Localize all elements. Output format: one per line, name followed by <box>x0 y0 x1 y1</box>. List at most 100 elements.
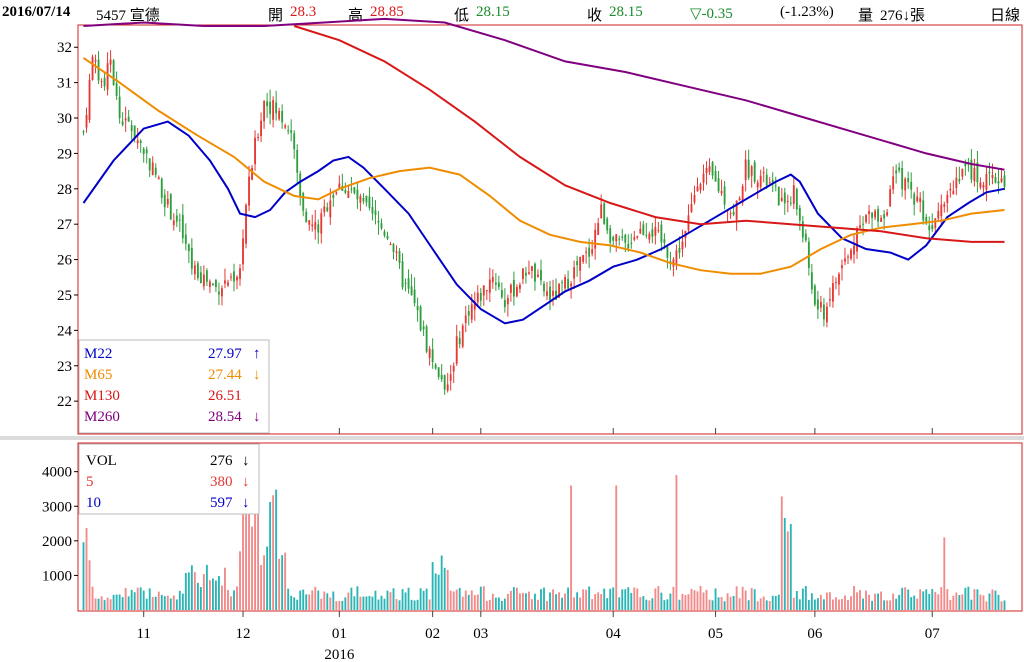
moving-average-lines <box>82 17 1005 325</box>
volume-bar <box>473 595 476 610</box>
volume-bar <box>341 600 344 610</box>
candle-body <box>302 193 305 211</box>
candle-body <box>431 349 434 363</box>
volume-bar <box>934 591 937 610</box>
price-tick-label: 30 <box>57 111 72 127</box>
candle-body <box>272 100 275 120</box>
candle <box>621 228 624 241</box>
candle <box>1003 171 1006 191</box>
volume-bar <box>633 587 636 610</box>
candle-body <box>293 133 296 150</box>
candle-body <box>437 367 440 377</box>
candle <box>476 285 479 306</box>
volume-bar <box>949 599 952 610</box>
volume-bar <box>711 600 714 610</box>
volume-bar <box>112 594 115 610</box>
candle-body <box>786 200 789 202</box>
candle-body <box>859 225 861 228</box>
candle-body <box>329 200 332 218</box>
candle <box>633 230 636 242</box>
volume-bar <box>347 592 350 610</box>
candle <box>660 220 663 252</box>
volume-bar <box>443 567 446 610</box>
candle-body <box>856 228 858 252</box>
volume-bar <box>961 594 964 610</box>
ma-legend-name: M65 <box>84 367 112 383</box>
candle <box>497 275 500 291</box>
volume-bar <box>859 590 861 610</box>
candle <box>175 209 178 227</box>
candle <box>332 191 335 207</box>
volume-bar <box>160 594 163 610</box>
volume-bar <box>479 586 482 610</box>
candle-body <box>85 114 88 128</box>
volume-frame <box>77 442 1023 612</box>
candle <box>853 234 855 264</box>
volume-bar <box>786 531 789 610</box>
candle-body <box>221 288 223 297</box>
candle <box>383 229 386 238</box>
candle-body <box>121 121 124 125</box>
candle <box>449 364 452 391</box>
high-value: 28.85 <box>370 4 404 20</box>
volume-bar <box>272 495 275 610</box>
candle <box>263 100 266 129</box>
candle-body <box>422 326 425 330</box>
candle-body <box>759 175 762 187</box>
candle-body <box>338 183 341 188</box>
candle-body <box>904 178 907 191</box>
volume-bar <box>573 597 576 610</box>
candle <box>521 268 524 285</box>
volume-legend-arrow: ↓ <box>242 474 250 490</box>
candle-body <box>606 218 609 231</box>
volume-bar <box>561 597 563 610</box>
candle-body <box>750 166 753 176</box>
candle-body <box>305 211 308 223</box>
candle <box>371 196 374 221</box>
candle <box>464 305 467 333</box>
candle-body <box>919 197 922 203</box>
candle-body <box>317 224 320 233</box>
volume-bar <box>275 489 278 610</box>
volume-bar <box>440 555 443 610</box>
volume-bar <box>356 586 359 610</box>
candle <box>904 177 907 200</box>
candle <box>224 268 226 289</box>
candle <box>347 184 350 199</box>
candle <box>540 259 542 286</box>
candle-body <box>991 174 994 178</box>
volume-bar <box>624 589 627 610</box>
candle-body <box>699 184 702 191</box>
candle <box>844 247 846 266</box>
candle-body <box>314 221 317 230</box>
candle-body <box>804 233 807 241</box>
volume-bar <box>895 598 898 610</box>
candle <box>374 200 377 225</box>
candle-body <box>570 283 573 287</box>
volume-bar <box>648 600 651 610</box>
volume-bar <box>172 595 175 610</box>
candle-body <box>139 140 142 144</box>
volume-tick-label: 3000 <box>42 499 72 515</box>
candle-body <box>284 125 287 128</box>
candle-body <box>955 177 958 189</box>
candle <box>961 168 964 180</box>
candle-body <box>157 177 160 180</box>
volume-panel: 1000 2000 3000 4000 VOL 276 ↓ 5 380 ↓ 10 597 ↓ <box>42 442 1023 612</box>
candle-body <box>651 229 654 237</box>
candle <box>506 294 509 317</box>
volume-tick-label: 1000 <box>42 568 72 584</box>
candle-body <box>693 194 696 203</box>
volume-bar <box>825 592 828 610</box>
volume-bar <box>383 598 386 610</box>
volume-bar <box>506 593 509 610</box>
candle <box>329 188 332 225</box>
volume-bar <box>777 594 780 610</box>
candle-body <box>389 244 392 246</box>
candle-body <box>100 81 103 83</box>
volume-bar <box>425 588 428 610</box>
candle-body <box>392 243 395 253</box>
volume-bar <box>723 601 726 610</box>
volume-bar <box>455 589 458 610</box>
candle <box>952 180 955 195</box>
